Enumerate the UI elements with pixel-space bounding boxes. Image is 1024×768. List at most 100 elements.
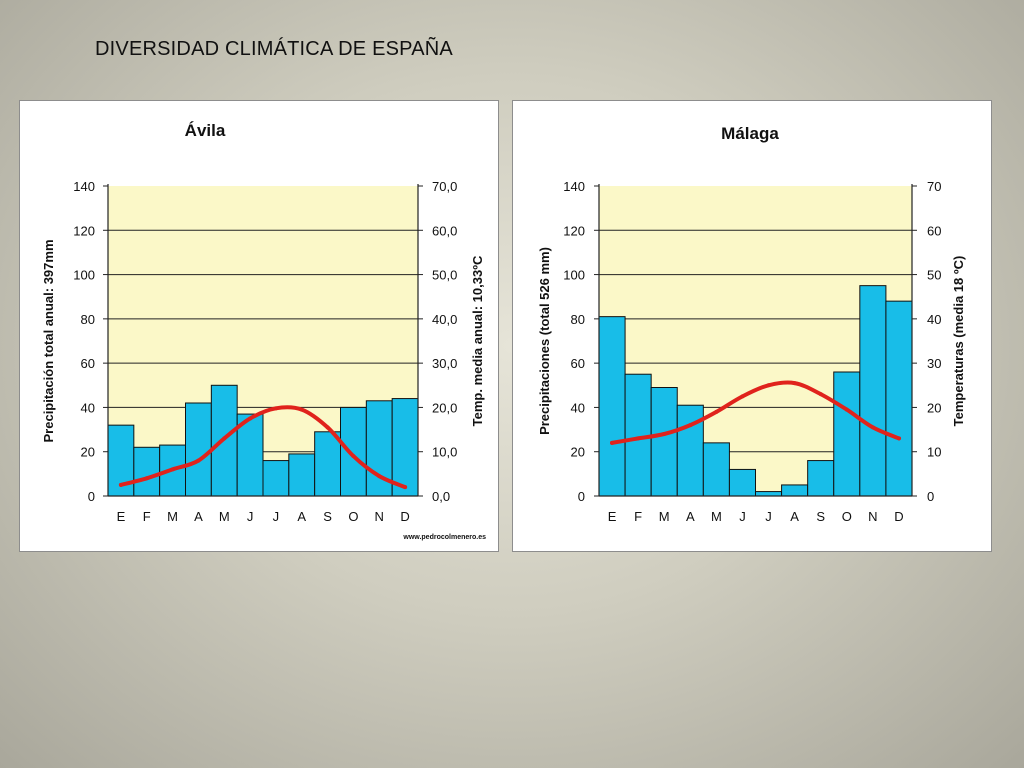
x-tick-label: M <box>659 509 670 524</box>
temperature-point-11 <box>870 425 875 430</box>
temperature-point-10 <box>844 407 849 412</box>
chart-avila-svg: Ávila 0 20 40 60 80 100 120 140 0,0 10,0 20,0 30,0 40… <box>41 121 486 541</box>
y-tick-label: 60 <box>81 356 95 371</box>
bar-8 <box>781 484 809 497</box>
bar-6 <box>728 468 757 497</box>
y-tick-label: 20 <box>571 445 585 460</box>
bar-10 <box>833 371 861 497</box>
y-axis-label: Precipitación total anual: 397mm <box>41 239 56 442</box>
y2-tick-label: 20,0 <box>432 400 457 415</box>
temperature-point-5 <box>222 436 227 441</box>
y-tick-label: 0 <box>88 489 95 504</box>
y-tick-label: 40 <box>81 400 95 415</box>
y-axis-label: Precipitaciones (total 526 mm) <box>537 247 552 435</box>
chart-avila: Ávila 0 20 40 60 80 100 120 140 0,0 10,0 20,0 30,0 40… <box>19 100 499 552</box>
temperature-point-12 <box>896 436 901 441</box>
bar-5 <box>702 442 730 497</box>
y-tick-label: 0 <box>578 489 585 504</box>
x-tick-label: A <box>790 509 799 524</box>
credit-text: www.pedrocolmenero.es <box>402 534 486 541</box>
temperature-point-7 <box>273 406 278 411</box>
y2-axis-label: Temperaturas (media 18 ºC) <box>951 256 966 427</box>
y-tick-label: 80 <box>571 312 585 327</box>
y-tick-label: 60 <box>571 356 585 371</box>
x-tick-label: S <box>816 509 825 524</box>
y-tick-label: 100 <box>73 268 95 283</box>
temperature-point-11 <box>377 474 382 479</box>
temperature-point-1 <box>118 482 123 487</box>
x-tick-label: J <box>739 509 746 524</box>
bar-10 <box>340 406 367 497</box>
y2-axis-label: Temp. media anual: 10,33ºC <box>470 255 485 426</box>
temperature-point-4 <box>688 423 693 428</box>
y2-tick-label: 70 <box>927 179 941 194</box>
temperature-point-3 <box>170 467 175 472</box>
x-tick-label: J <box>247 509 254 524</box>
y-tick-label: 120 <box>563 223 585 238</box>
bar-1 <box>598 316 626 497</box>
y-tick-label: 120 <box>73 223 95 238</box>
bar-4 <box>185 402 212 497</box>
x-tick-label: O <box>348 509 358 524</box>
bar-9 <box>807 460 835 497</box>
temperature-point-1 <box>610 440 615 445</box>
y-tick-label: 20 <box>81 445 95 460</box>
temperature-point-8 <box>299 407 304 412</box>
y-tick-label: 140 <box>563 179 585 194</box>
temperature-point-9 <box>325 425 330 430</box>
x-tick-label: D <box>894 509 903 524</box>
temperature-point-8 <box>792 381 797 386</box>
bar-2 <box>133 446 161 497</box>
bar-6 <box>236 413 264 497</box>
y2-tick-label: 10 <box>927 445 941 460</box>
x-tick-label: M <box>711 509 722 524</box>
bar-7 <box>262 460 290 497</box>
temperature-point-3 <box>662 432 667 436</box>
temperature-line <box>610 380 901 445</box>
y2-tick-label: 40 <box>927 312 941 327</box>
chart-title: Málaga <box>721 124 779 143</box>
y2-tick-label: 10,0 <box>432 445 457 460</box>
y-tick-label: 40 <box>571 400 585 415</box>
bar-3 <box>650 387 678 497</box>
x-tick-label: A <box>297 509 306 524</box>
x-tick-label: J <box>273 509 280 524</box>
y2-tick-label: 70,0 <box>432 179 457 194</box>
x-tick-label: F <box>634 509 642 524</box>
y2-tick-label: 0,0 <box>432 489 450 504</box>
x-tick-label: J <box>765 509 772 524</box>
bar-12 <box>885 300 913 497</box>
temperature-point-6 <box>740 394 745 399</box>
y-tick-label: 100 <box>563 268 585 283</box>
x-tick-label: S <box>323 509 332 524</box>
bar-11 <box>859 285 887 497</box>
slide-title: DIVERSIDAD CLIMÁTICA DE ESPAÑA <box>95 38 453 60</box>
x-tick-label: E <box>117 509 126 524</box>
temperature-point-10 <box>351 454 356 459</box>
bar-12 <box>391 398 419 497</box>
x-tick-label: N <box>375 509 384 524</box>
x-tick-label: N <box>868 509 877 524</box>
chart-malaga-svg: Málaga 0 20 40 60 80 100 120 140 0 10 20 30 40 50 60 70 E… <box>537 124 966 524</box>
temperature-point-2 <box>144 476 149 481</box>
y2-tick-label: 40,0 <box>432 312 457 327</box>
x-tick-label: F <box>143 509 151 524</box>
x-tick-label: D <box>400 509 409 524</box>
x-tick-label: E <box>608 509 617 524</box>
y2-tick-label: 30 <box>927 356 941 371</box>
y2-tick-label: 50,0 <box>432 268 457 283</box>
x-tick-label: A <box>194 509 203 524</box>
x-tick-label: M <box>167 509 178 524</box>
x-tick-label: M <box>219 509 230 524</box>
chart-title: Ávila <box>185 121 226 140</box>
temperature-point-7 <box>766 383 771 388</box>
bar-9 <box>314 431 341 497</box>
y2-tick-label: 30,0 <box>432 356 457 371</box>
bar-8 <box>288 453 316 497</box>
chart-malaga: Málaga 0 20 40 60 80 100 120 140 0 10 20 30 40 50 60 70 E… <box>512 100 992 552</box>
y-tick-label: 140 <box>73 179 95 194</box>
temperature-point-9 <box>818 392 823 397</box>
y2-tick-label: 20 <box>927 400 941 415</box>
y2-tick-label: 50 <box>927 268 941 283</box>
temperature-point-5 <box>714 409 719 414</box>
